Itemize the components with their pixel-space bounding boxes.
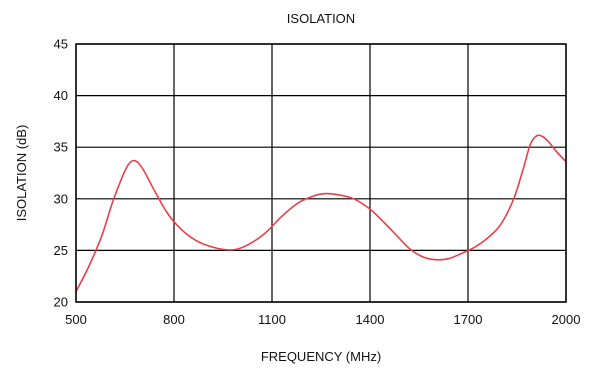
x-tick-labels: 500 800 1100 1400 1700 2000 — [65, 312, 580, 327]
y-tick-label: 45 — [54, 37, 68, 52]
y-tick-labels: 20 25 30 35 40 45 — [54, 37, 68, 310]
x-tick-label: 800 — [163, 312, 185, 327]
series-layer — [75, 134, 567, 293]
x-tick-label: 500 — [65, 312, 87, 327]
plot-frame — [75, 43, 567, 303]
x-tick-label: 1100 — [258, 312, 286, 327]
x-tick-label: 1400 — [356, 312, 385, 327]
grid-lines — [75, 43, 567, 303]
y-tick-label: 40 — [54, 88, 68, 103]
y-axis-label: ISOLATION (dB) — [14, 125, 29, 222]
chart-title: ISOLATION — [287, 11, 355, 26]
y-tick-label: 35 — [54, 140, 68, 155]
y-tick-label: 25 — [54, 243, 68, 258]
y-tick-label: 20 — [54, 295, 68, 310]
x-axis-label: FREQUENCY (MHz) — [261, 349, 381, 364]
x-tick-label: 1700 — [454, 312, 483, 327]
y-tick-label: 30 — [54, 191, 68, 206]
x-tick-label: 2000 — [552, 312, 581, 327]
isolation-series-line — [75, 134, 567, 293]
